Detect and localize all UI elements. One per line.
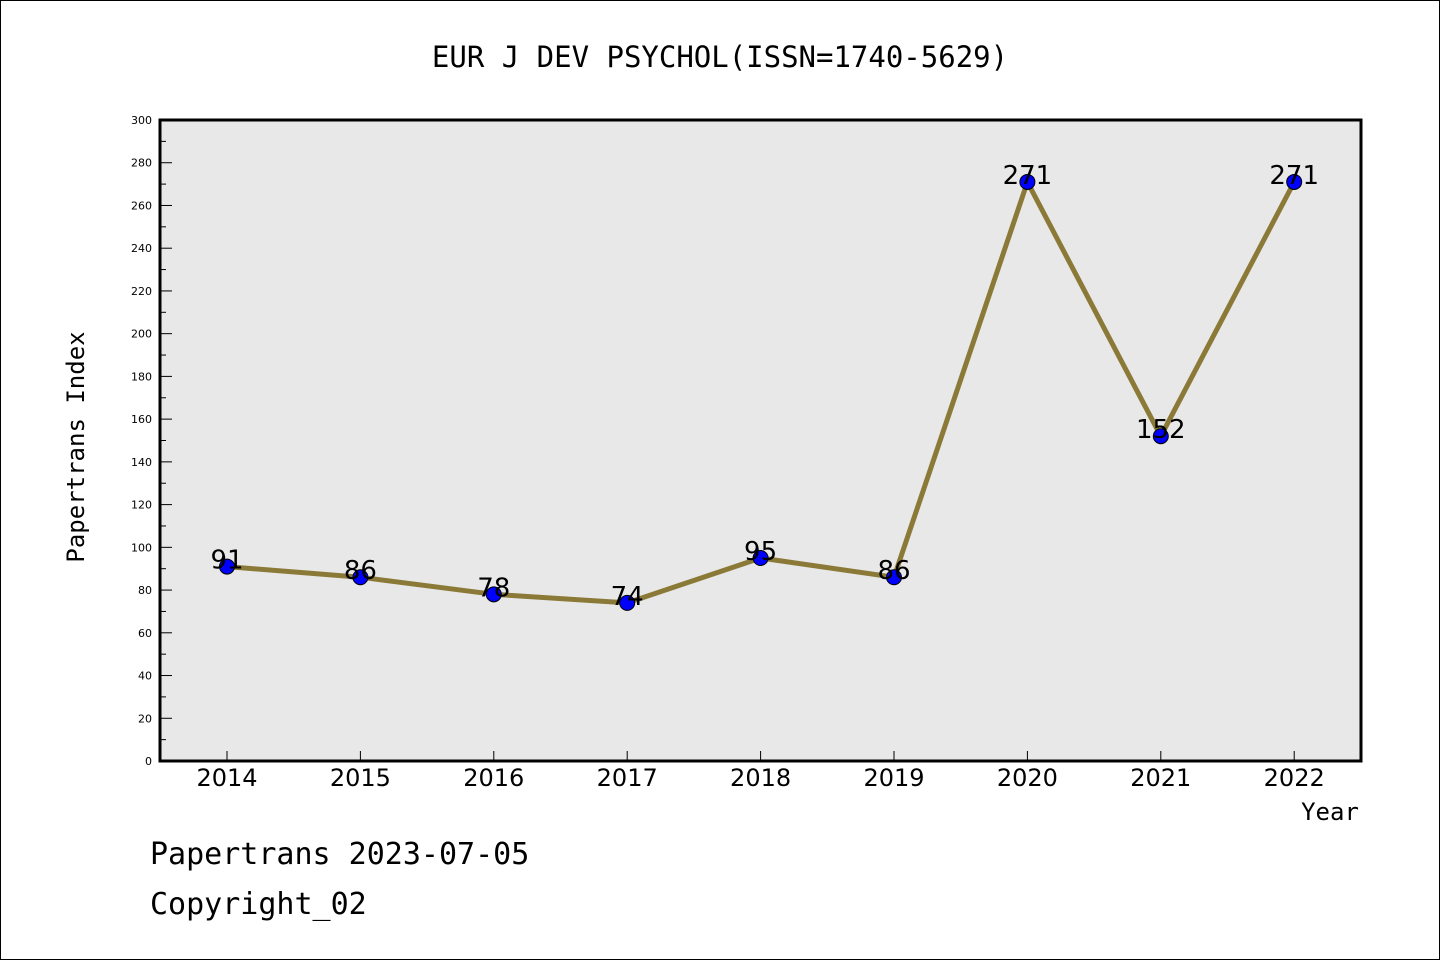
series-group: [219, 173, 1303, 611]
y-tick-label: 180: [131, 370, 152, 383]
data-label: 91: [210, 546, 243, 576]
y-axis-label: Papertrans Index: [62, 331, 90, 562]
y-tick-label: 60: [138, 627, 152, 640]
data-point: [1019, 173, 1036, 190]
data-point: [219, 558, 235, 575]
data-label: 271: [1003, 161, 1053, 191]
y-tick-label: 80: [138, 584, 152, 597]
y-tick-label: 120: [131, 499, 152, 512]
x-tick-label: 2014: [196, 764, 257, 792]
data-label: 86: [877, 556, 910, 586]
y-tick-label: 160: [131, 413, 152, 426]
chart-title: EUR J DEV PSYCHOL(ISSN=1740-5629): [432, 40, 1008, 74]
data-label: 152: [1136, 415, 1186, 445]
footer-copyright: Copyright_02: [150, 887, 367, 922]
x-tick-label: 2019: [863, 764, 924, 792]
data-label: 271: [1269, 161, 1319, 191]
data-labels-group: 91 86 78 74 95 86 271 152 271: [210, 161, 1319, 612]
y-tick-label: 0: [145, 755, 152, 768]
footer-date: Papertrans 2023-07-05: [150, 837, 529, 872]
data-point: [1152, 428, 1169, 445]
y-tick-label: 240: [131, 242, 152, 255]
data-point: [352, 569, 369, 586]
data-point: [619, 594, 636, 611]
x-tick-label: 2017: [597, 764, 658, 792]
y-tick-label: 260: [131, 199, 152, 212]
data-label: 78: [477, 573, 510, 603]
y-tick-label: 200: [131, 328, 152, 341]
data-label: 74: [611, 582, 644, 612]
y-tick-label: 300: [131, 114, 152, 127]
x-tick-label: 2022: [1264, 764, 1325, 792]
x-axis: 2014 2015 2016 2017 2018 2019 2020 2021 2022: [196, 751, 1325, 792]
y-axis: 0 20 40 60 80 100 120 140 160 180 200 220 240 260 280 3…: [131, 114, 172, 768]
y-tick-label: 280: [131, 157, 152, 170]
x-axis-label: Year: [1301, 798, 1359, 826]
data-point: [485, 586, 502, 603]
data-label: 86: [344, 556, 377, 586]
x-tick-label: 2016: [463, 764, 524, 792]
x-tick-label: 2020: [997, 764, 1058, 792]
data-point: [886, 569, 902, 586]
data-point: [1286, 173, 1303, 190]
data-point: [752, 550, 769, 567]
x-tick-label: 2015: [330, 764, 391, 792]
y-tick-label: 220: [131, 285, 152, 298]
y-tick-label: 20: [138, 712, 152, 725]
x-tick-label: 2018: [730, 764, 791, 792]
y-tick-label: 140: [131, 456, 152, 469]
data-label: 95: [744, 537, 777, 567]
y-tick-label: 100: [131, 541, 152, 554]
y-tick-label: 40: [138, 670, 152, 683]
x-tick-label: 2021: [1130, 764, 1191, 792]
